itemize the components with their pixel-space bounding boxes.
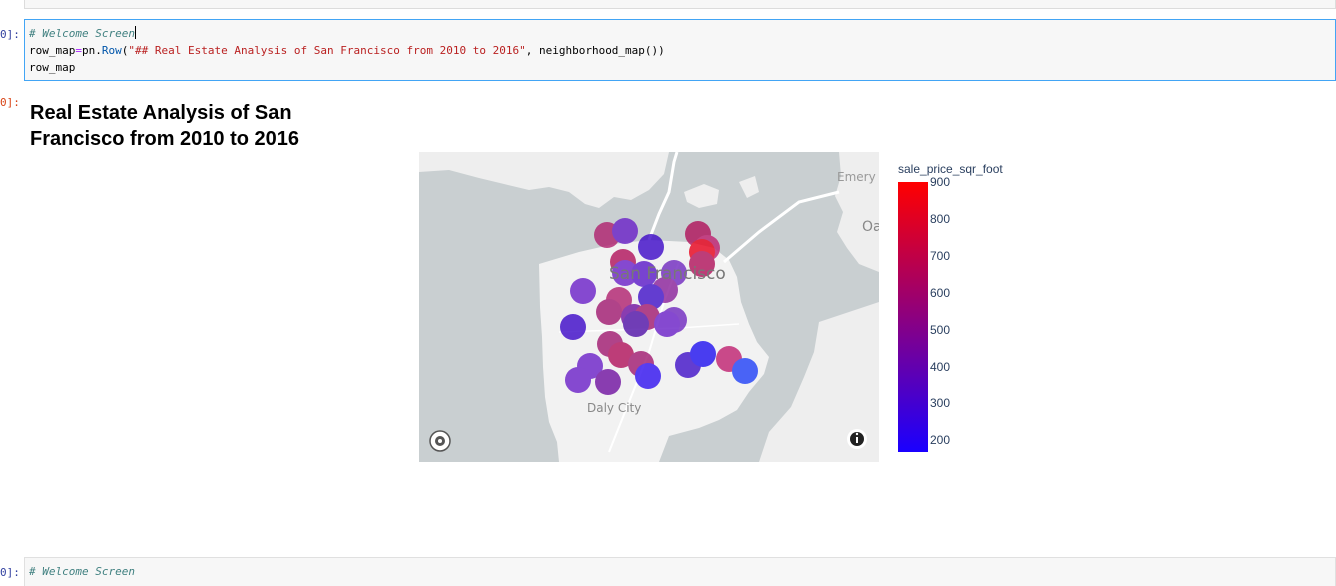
- code-editor[interactable]: # Welcome Screen row_map=pn.Row("## Real…: [25, 20, 1335, 76]
- colorbar-tick: 400: [930, 360, 951, 374]
- cell-prompt: 0]:: [0, 28, 20, 41]
- marker: [690, 341, 716, 367]
- info-icon[interactable]: [847, 429, 867, 449]
- mapbox-logo-icon[interactable]: [429, 430, 451, 452]
- colorbar-tick: 700: [930, 249, 951, 263]
- price-markers: [560, 218, 758, 395]
- colorbar-tick: 500: [930, 323, 951, 337]
- marker: [570, 278, 596, 304]
- marker: [608, 342, 634, 368]
- colorbar-tick: 600: [930, 286, 951, 300]
- code-comment: # Welcome Screen: [29, 27, 135, 40]
- previous-cell: [24, 0, 1336, 9]
- colorbar-tick: 900: [930, 175, 951, 189]
- colorbar: [898, 182, 928, 452]
- marker: [638, 234, 664, 260]
- code-obj: pn.: [81, 44, 102, 57]
- code-fn: Row: [101, 44, 122, 57]
- code-string: "## Real Estate Analysis of San Francisc…: [128, 44, 526, 57]
- colorbar-title: sale_price_sqr_foot: [898, 162, 1003, 176]
- code-cell-2[interactable]: # Welcome Screen: [24, 557, 1336, 586]
- marker: [635, 363, 661, 389]
- marker: [623, 311, 649, 337]
- east-bay-landmass: [835, 152, 879, 272]
- map-label-city: San Francisco: [609, 264, 726, 284]
- map-svg: San Francisco Daly City Emery Oa: [419, 151, 882, 462]
- map-label-east-mid: Oa: [862, 219, 879, 235]
- marker: [732, 358, 758, 384]
- map-label-east-top: Emery: [837, 170, 876, 184]
- code-rest: , neighborhood_map()): [525, 44, 665, 57]
- sf-landmass: [539, 240, 769, 462]
- colorbar-tick: 800: [930, 212, 951, 226]
- marker: [595, 369, 621, 395]
- colorbar-tick: 200: [930, 433, 951, 447]
- island: [684, 184, 719, 208]
- code-plain: row_map: [29, 61, 76, 74]
- marker: [596, 299, 622, 325]
- marker: [560, 314, 586, 340]
- marker: [612, 260, 638, 286]
- code-open: (: [121, 44, 129, 57]
- marker: [565, 367, 591, 393]
- marker: [689, 251, 715, 277]
- code-editor-2[interactable]: # Welcome Screen: [25, 558, 1335, 580]
- code-cell[interactable]: # Welcome Screen row_map=pn.Row("## Real…: [24, 19, 1336, 81]
- golden-gate-road: [647, 151, 679, 241]
- marker: [612, 218, 638, 244]
- bay-bridge-road: [723, 190, 840, 264]
- marker: [631, 261, 657, 287]
- text-cursor: [134, 26, 136, 39]
- colorbar-tick: 300: [930, 396, 951, 410]
- code-comment-2: # Welcome Screen: [29, 565, 135, 578]
- marin-landmass: [419, 152, 669, 208]
- map-label-south: Daly City: [587, 401, 641, 415]
- marker: [654, 311, 680, 337]
- code-op: =: [75, 44, 82, 57]
- south-east-landmass: [759, 302, 879, 462]
- output-heading: Real Estate Analysis of San Francisco fr…: [30, 102, 300, 150]
- island-2: [739, 176, 759, 198]
- output-prompt: 0]:: [0, 96, 20, 109]
- code-var: row_map: [29, 44, 76, 57]
- cell-prompt-2: 0]:: [0, 566, 20, 579]
- neighborhood-map[interactable]: San Francisco Daly City Emery Oa: [419, 151, 882, 462]
- marker: [638, 284, 664, 310]
